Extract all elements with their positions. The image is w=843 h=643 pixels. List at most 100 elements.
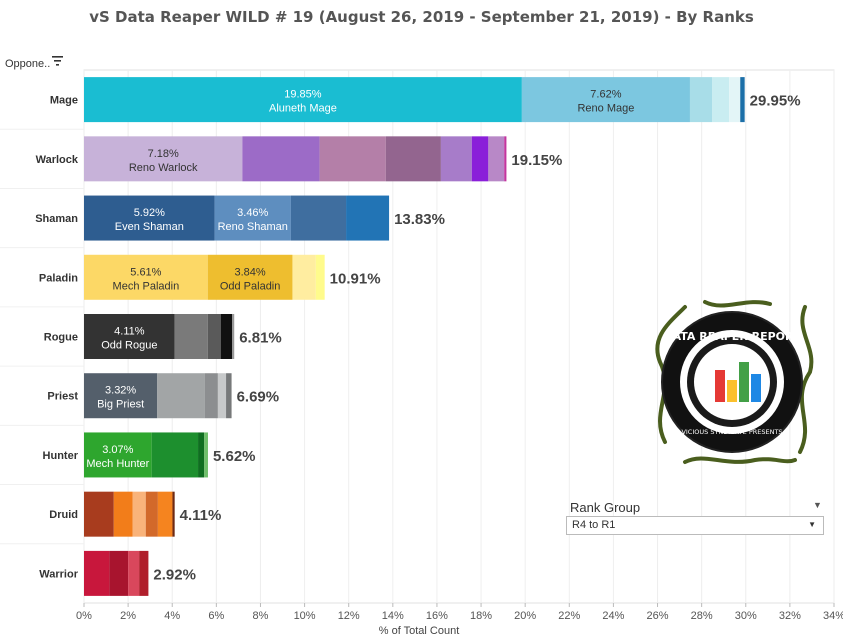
logo-subtitle-text: VICIOUS SYNDICATE PRESENTS [681, 428, 782, 436]
segment-archetype-label: Reno Mage [577, 103, 634, 115]
bar-segment [174, 314, 208, 359]
bar-segment [151, 432, 199, 478]
bar-segment [232, 314, 235, 359]
bar-segment [198, 432, 205, 478]
bar-segment [242, 136, 320, 182]
x-tick-label: 26% [647, 610, 669, 622]
bar-segment [290, 195, 347, 241]
x-tick-label: 6% [208, 610, 224, 622]
bar-segment [84, 136, 243, 182]
bar-segment [217, 373, 227, 419]
bar-segment [471, 136, 489, 182]
dropdown-arrow-icon[interactable]: ▼ [808, 520, 816, 529]
column-header-opponent[interactable]: Oppone.. [5, 58, 51, 70]
category-label: Rogue [44, 332, 78, 344]
bar-segment [504, 136, 507, 182]
segment-value-label: 5.61% [130, 266, 161, 278]
segment-value-label: 7.62% [590, 89, 621, 101]
segment-archetype-label: Even Shaman [115, 221, 184, 233]
logo-title-text: DATA REAPER REPORT [663, 330, 801, 343]
segment-value-label: 5.92% [134, 207, 165, 219]
rank-group-selected-value: R4 to R1 [572, 519, 616, 531]
bar-segment [157, 491, 173, 537]
x-tick-label: 30% [735, 610, 757, 622]
x-tick-label: 4% [164, 610, 180, 622]
bar-segment [488, 136, 505, 182]
x-axis-title: % of Total Count [379, 625, 460, 637]
bar-segment [132, 491, 146, 537]
segment-value-label: 7.18% [148, 148, 179, 160]
x-tick-label: 18% [470, 610, 492, 622]
bar-total-label: 19.15% [511, 152, 562, 169]
x-tick-label: 24% [602, 610, 624, 622]
category-label: Priest [47, 391, 78, 403]
bar-segment [740, 77, 745, 123]
bar-segment [207, 314, 221, 359]
bar-total-label: 6.69% [237, 389, 280, 406]
bar-segment [145, 491, 158, 537]
x-tick-label: 28% [691, 610, 713, 622]
bar-segment [139, 550, 149, 596]
bar-segment [172, 491, 175, 537]
segment-value-label: 3.07% [102, 444, 133, 456]
segment-value-label: 3.84% [235, 266, 266, 278]
bar-total-label: 10.91% [330, 270, 381, 287]
chart-title: vS Data Reaper WILD # 19 (August 26, 201… [89, 8, 754, 26]
bar-segment [292, 254, 316, 300]
x-tick-label: 34% [823, 610, 843, 622]
x-tick-label: 0% [76, 610, 92, 622]
category-label: Warlock [36, 154, 79, 166]
x-tick-label: 2% [120, 610, 136, 622]
bar-segment [84, 254, 208, 300]
segment-archetype-label: Aluneth Mage [269, 103, 337, 115]
bar-segment [109, 550, 129, 596]
x-tick-label: 14% [382, 610, 404, 622]
bar-segment [204, 432, 208, 478]
bar-segment [214, 195, 291, 241]
sort-lines-icon[interactable] [52, 55, 64, 67]
bar-segment [220, 314, 233, 359]
bar-total-label: 6.81% [239, 330, 282, 347]
segment-archetype-label: Reno Shaman [218, 221, 288, 233]
bar-segment [440, 136, 472, 182]
segment-archetype-label: Reno Warlock [129, 162, 198, 174]
bar-segment [113, 491, 133, 537]
x-tick-label: 12% [338, 610, 360, 622]
category-label: Shaman [35, 213, 78, 225]
category-label: Druid [49, 509, 78, 521]
segment-archetype-label: Odd Paladin [220, 280, 281, 292]
bar-total-label: 4.11% [180, 507, 222, 524]
filter-menu-caret-icon[interactable]: ▼ [813, 500, 822, 510]
bar-segment [204, 373, 218, 419]
segment-archetype-label: Big Priest [97, 399, 144, 411]
x-tick-label: 16% [426, 610, 448, 622]
category-label: Paladin [39, 272, 78, 284]
segment-value-label: 3.46% [237, 207, 268, 219]
category-label: Warrior [39, 568, 78, 580]
x-tick-label: 10% [294, 610, 316, 622]
bar-segment [84, 550, 110, 596]
bar-segment [84, 373, 158, 419]
bar-segment [346, 195, 390, 241]
bar-segment [521, 77, 690, 123]
bar-segment [315, 254, 325, 300]
bar-total-label: 13.83% [394, 211, 445, 228]
segment-value-label: 4.11% [114, 326, 145, 338]
bar-segment [207, 254, 293, 300]
bar-segment [84, 77, 522, 123]
x-tick-label: 32% [779, 610, 801, 622]
bar-segment [226, 373, 232, 419]
bar-segment [157, 373, 205, 419]
bar-segment [84, 195, 215, 241]
category-label: Mage [50, 95, 78, 107]
rank-group-dropdown[interactable]: R4 to R1 ▼ [566, 516, 824, 535]
segment-archetype-label: Mech Paladin [113, 280, 180, 292]
bar-segment [689, 77, 713, 123]
segment-value-label: 19.85% [284, 89, 322, 101]
x-tick-label: 20% [514, 610, 536, 622]
x-tick-label: 8% [253, 610, 269, 622]
bar-total-label: 2.92% [153, 566, 196, 583]
bar-segment [84, 491, 114, 537]
bar-total-label: 5.62% [213, 448, 256, 465]
